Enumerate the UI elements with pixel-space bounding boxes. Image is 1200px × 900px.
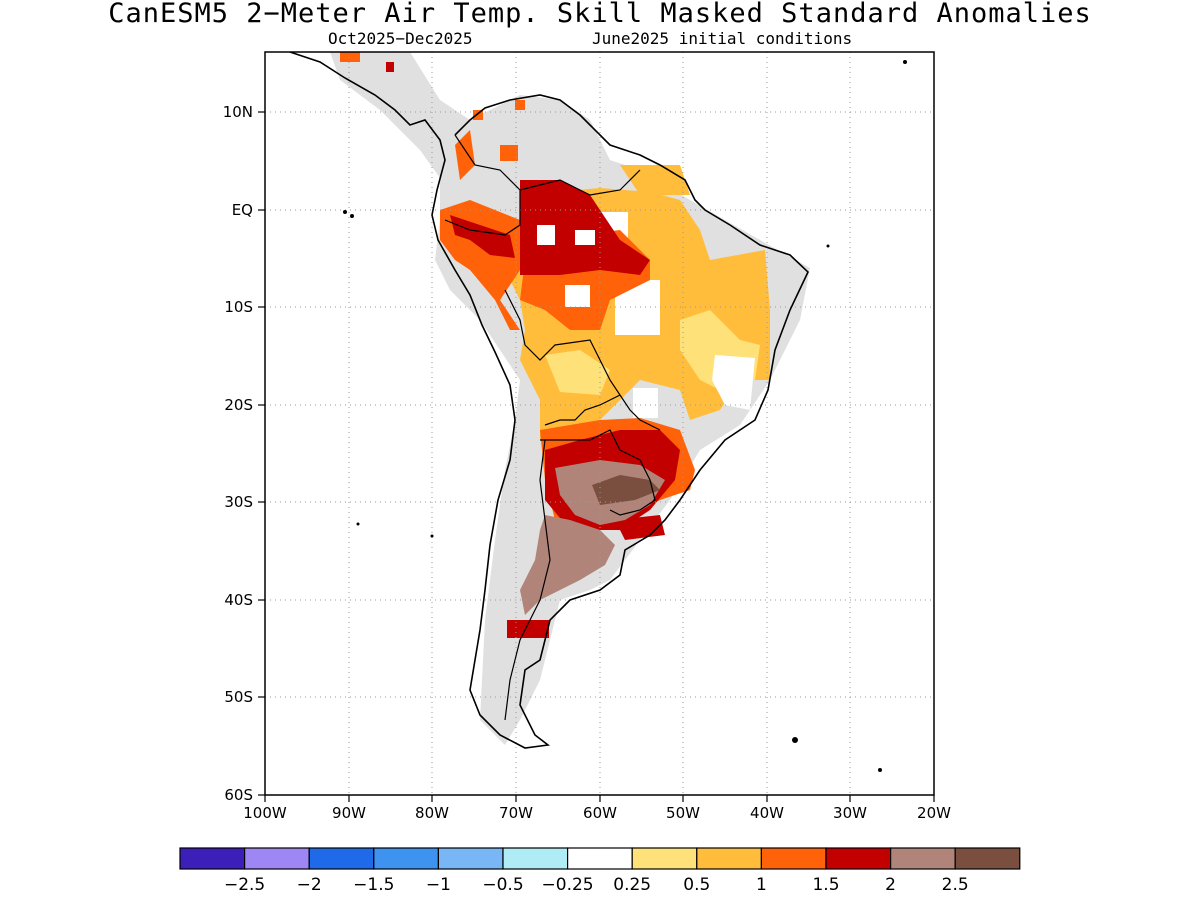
islands: [343, 60, 907, 772]
lat-label: EQ: [232, 201, 253, 219]
colorbar-swatch: [825, 847, 892, 870]
colorbar-swatch: [954, 847, 1021, 870]
colorbar-swatch: [889, 847, 956, 870]
map-plot-area: [265, 52, 934, 795]
lat-label: 60S: [224, 786, 253, 804]
anomaly-level-3-layer: [592, 475, 660, 505]
map-title: CanESM5 2−Meter Air Temp. Skill Masked S…: [108, 0, 1092, 29]
colorbar-label: 1: [756, 875, 767, 895]
colorbar-label: 1.5: [812, 875, 839, 895]
colorbar-swatch: [244, 847, 310, 870]
colorbar-label: −2.5: [224, 875, 265, 895]
colorbar-swatch: [631, 847, 698, 870]
colorbar-swatch: [373, 847, 439, 870]
lon-label: 100W: [243, 804, 287, 822]
colorbar-swatch: [437, 847, 504, 870]
colorbar-swatch: [179, 847, 246, 870]
lon-label: 70W: [499, 804, 533, 822]
init-subtitle: June2025 initial conditions: [592, 29, 853, 48]
lat-label: 10S: [224, 298, 253, 316]
lon-label: 90W: [332, 804, 366, 822]
colorbar-swatch: [760, 847, 827, 870]
colorbar-label: 0.25: [613, 875, 651, 895]
lat-label: 50S: [224, 688, 253, 706]
colorbar-label: −1.5: [353, 875, 394, 895]
latitude-axis: 10N EQ 10S 20S 30S 40S 50S 60S: [223, 103, 265, 804]
colorbar-swatch: [502, 847, 569, 870]
season-subtitle: Oct2025−Dec2025: [328, 29, 473, 48]
country-borders: [444, 134, 661, 721]
lat-label: 40S: [224, 591, 253, 609]
colorbar-label: −0.25: [542, 875, 594, 895]
colorbar-label: −2: [297, 875, 322, 895]
longitude-axis: 100W 90W 80W 70W 60W 50W 40W 30W 20W: [243, 795, 951, 822]
colorbar-swatch: [696, 847, 762, 870]
lon-label: 40W: [750, 804, 784, 822]
lon-label: 80W: [415, 804, 449, 822]
colorbar-label: 2.5: [942, 875, 969, 895]
lon-label: 50W: [666, 804, 700, 822]
colorbar-label: 0.5: [683, 875, 710, 895]
neutral-holes-layer: [537, 225, 658, 418]
colorbar: −2.5 −2 −1.5 −1 −0.5 −0.25 0.25 0.5 1 1.5 2 2.5: [179, 847, 1021, 895]
lon-label: 30W: [833, 804, 867, 822]
colorbar-label: 2: [885, 875, 896, 895]
lon-label: 60W: [583, 804, 617, 822]
lon-label: 20W: [917, 804, 951, 822]
colorbar-label: −1: [426, 875, 451, 895]
colorbar-swatch: [308, 847, 375, 870]
lat-label: 10N: [223, 103, 253, 121]
lat-label: 30S: [224, 493, 253, 511]
colorbar-label: −0.5: [482, 875, 523, 895]
coastline: [289, 52, 809, 749]
lat-label: 20S: [224, 396, 253, 414]
colorbar-swatch: [566, 847, 633, 870]
